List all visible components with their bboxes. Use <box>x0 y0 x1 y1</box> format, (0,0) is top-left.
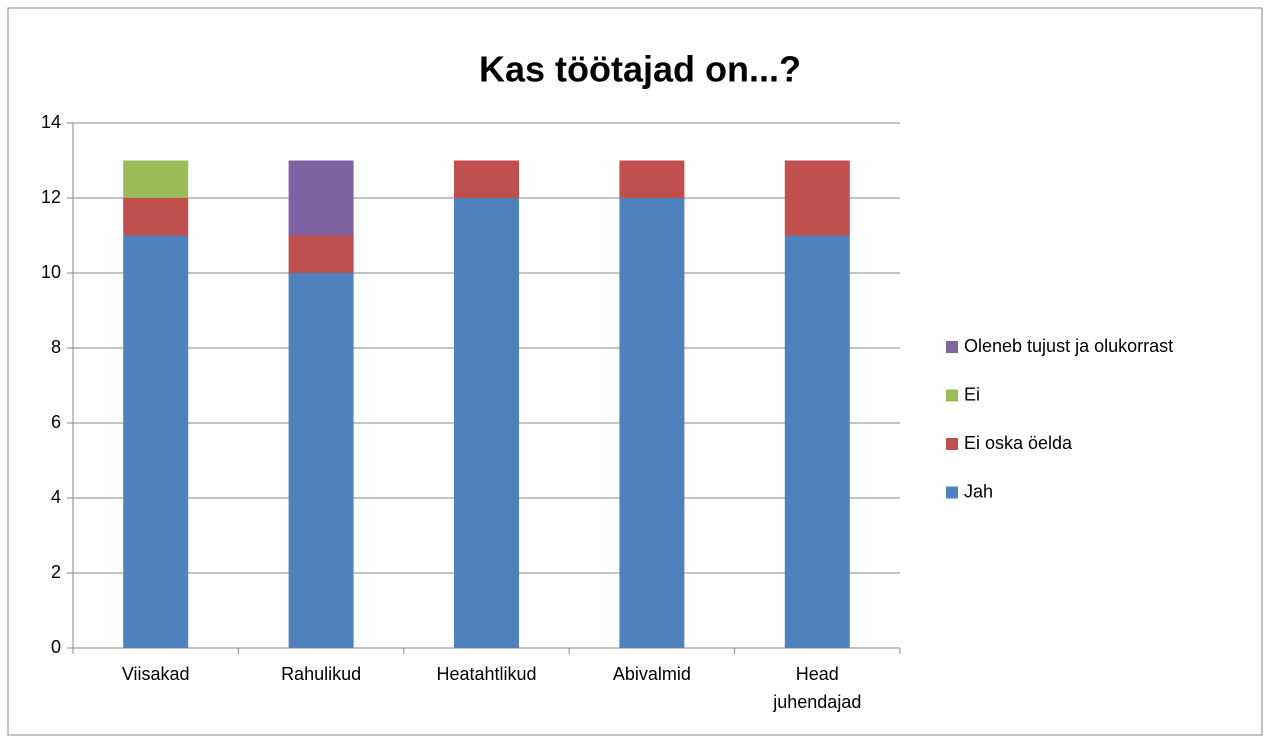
x-tick-label: Heatahtlikud <box>436 664 537 684</box>
bar-segment <box>454 198 519 648</box>
bar-segment <box>619 198 685 648</box>
legend-swatch <box>946 341 958 353</box>
bar-segment <box>123 160 189 198</box>
legend-label: Jah <box>964 481 993 501</box>
y-tick-label: 6 <box>51 412 61 432</box>
y-tick-label: 10 <box>41 262 61 282</box>
x-tick-label-box: Viisakad <box>121 664 190 684</box>
bar-segment <box>784 235 850 648</box>
x-tick-label: Rahulikud <box>281 664 362 684</box>
y-tick-label: 4 <box>51 487 61 507</box>
y-tick-label: 2 <box>51 562 61 582</box>
bar-segment <box>288 273 354 648</box>
bar-segment <box>619 160 685 198</box>
bar-segment <box>784 160 850 236</box>
x-tick-label-box: Abivalmid <box>612 664 691 684</box>
legend-label: Ei <box>964 384 980 404</box>
y-tick-label: 14 <box>41 112 61 132</box>
bar-segment <box>123 198 189 236</box>
y-tick-label: 0 <box>51 637 61 657</box>
chart-title: Kas töötajad on...? <box>479 49 801 90</box>
y-tick-label: 12 <box>41 187 61 207</box>
bar-segment <box>123 235 189 648</box>
legend-swatch <box>946 438 958 450</box>
y-tick-label: 8 <box>51 337 61 357</box>
bar-segment <box>454 160 519 198</box>
legend-swatch <box>946 486 958 499</box>
bar-segment <box>288 160 354 236</box>
bar-segment <box>288 235 354 273</box>
legend-swatch <box>946 389 958 402</box>
x-tick-label-box: Head juhendajad <box>773 664 862 712</box>
x-tick-label: Viisakad <box>121 664 190 684</box>
x-tick-label-box: Heatahtlikud <box>436 664 537 684</box>
legend-label: Ei oska öelda <box>964 433 1073 453</box>
legend-label: Oleneb tujust ja olukorrast <box>964 336 1173 356</box>
x-tick-label-box: Rahulikud <box>281 664 362 684</box>
x-tick-label: Abivalmid <box>612 664 691 684</box>
x-tick-label: Head juhendajad <box>773 664 862 712</box>
